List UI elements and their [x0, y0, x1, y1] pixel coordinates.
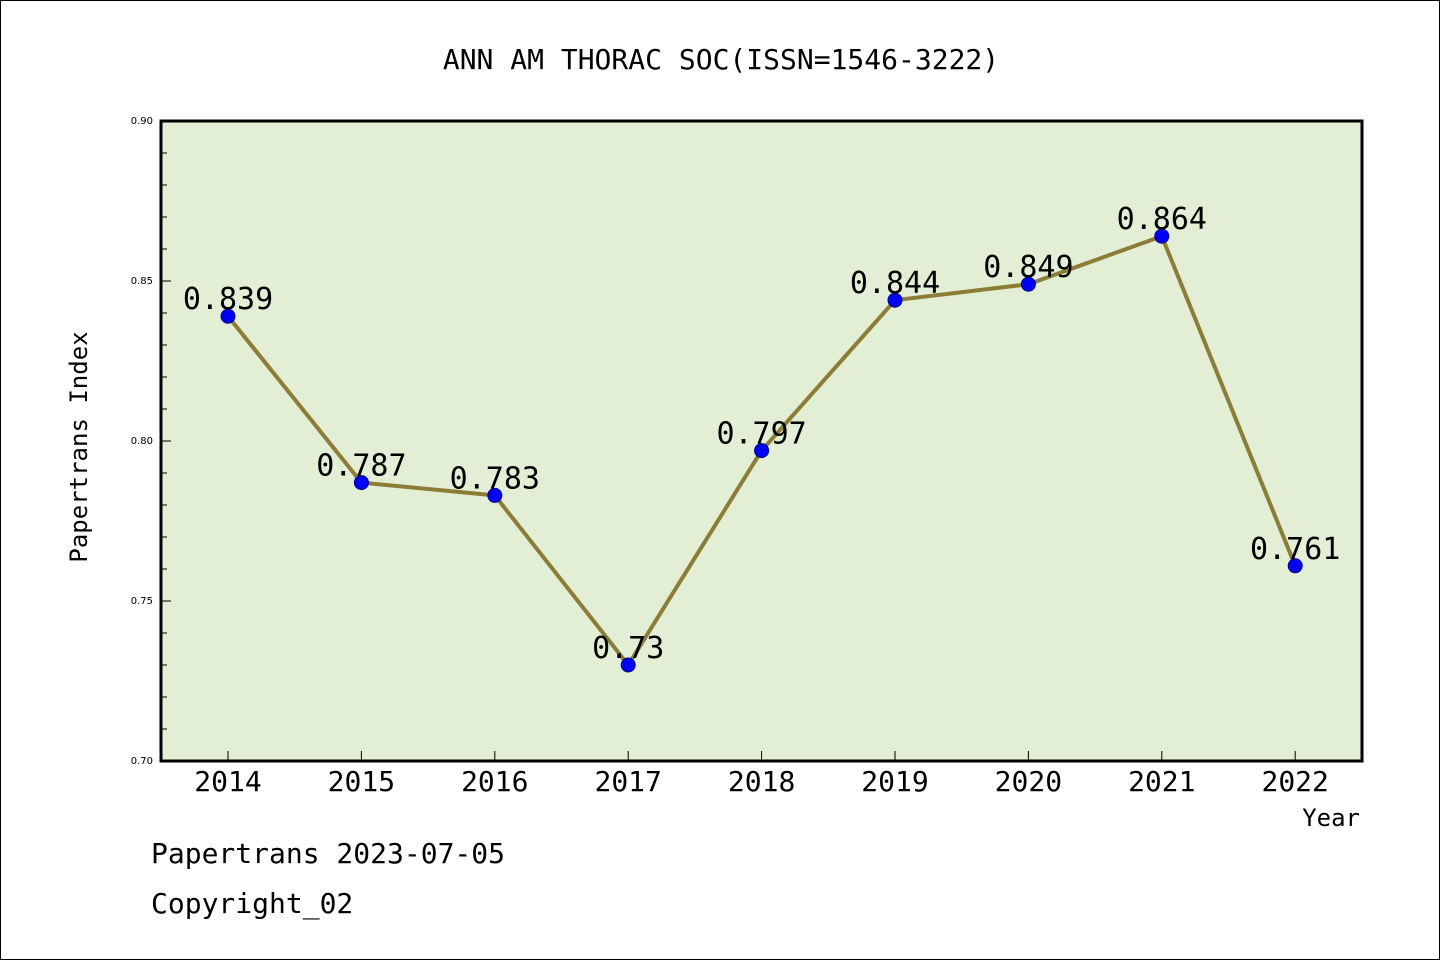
data-point: [487, 487, 503, 503]
x-tick-label: 2022: [1261, 765, 1328, 798]
data-point: [754, 443, 770, 459]
data-label: 0.797: [716, 417, 806, 452]
data-label: 0.761: [1250, 532, 1340, 567]
y-tick-label: 0.75: [131, 596, 153, 607]
data-point: [620, 657, 636, 673]
x-axis-label: Year: [1302, 804, 1360, 832]
footer-copyright: Copyright_02: [151, 887, 354, 920]
x-axis: 2014 2015 2016 2017 2018 2019 2020 2021 2022: [194, 751, 1329, 798]
y-axis-label: Papertrans Index: [65, 331, 93, 562]
data-point: [1020, 276, 1036, 292]
y-tick-label: 0.80: [131, 436, 153, 447]
data-label: 0.73: [592, 631, 664, 666]
series-layer: 0.839 0.787 0.783 0.73 0.797 0.844 0.849 0.864 0…: [183, 202, 1340, 673]
x-tick-label: 2018: [728, 765, 795, 798]
x-tick-label: 2017: [594, 765, 661, 798]
data-label: 0.864: [1117, 202, 1207, 237]
data-label: 0.844: [850, 266, 940, 301]
x-tick-label: 2021: [1128, 765, 1195, 798]
y-axis: 0.70 0.75 0.80 0.85 0.90: [131, 116, 171, 767]
y-tick-label: 0.70: [131, 756, 153, 767]
data-point: [353, 475, 369, 491]
x-tick-label: 2014: [194, 765, 261, 798]
y-tick-label: 0.90: [131, 116, 153, 127]
data-label: 0.783: [450, 461, 540, 496]
data-label: 0.849: [983, 250, 1073, 285]
data-label: 0.839: [183, 282, 273, 317]
data-point: [1154, 228, 1170, 244]
x-tick-label: 2015: [328, 765, 395, 798]
chart-title: ANN AM THORAC SOC(ISSN=1546-3222): [443, 43, 999, 76]
x-tick-label: 2019: [861, 765, 928, 798]
x-tick-label: 2016: [461, 765, 528, 798]
data-point: [1287, 558, 1303, 574]
data-label: 0.787: [316, 449, 406, 484]
data-point: [887, 292, 903, 308]
y-tick-label: 0.85: [131, 276, 153, 287]
plot-area: [159, 119, 1364, 763]
footer-source-date: Papertrans 2023-07-05: [151, 837, 506, 870]
x-tick-label: 2020: [995, 765, 1062, 798]
data-point: [220, 308, 236, 324]
